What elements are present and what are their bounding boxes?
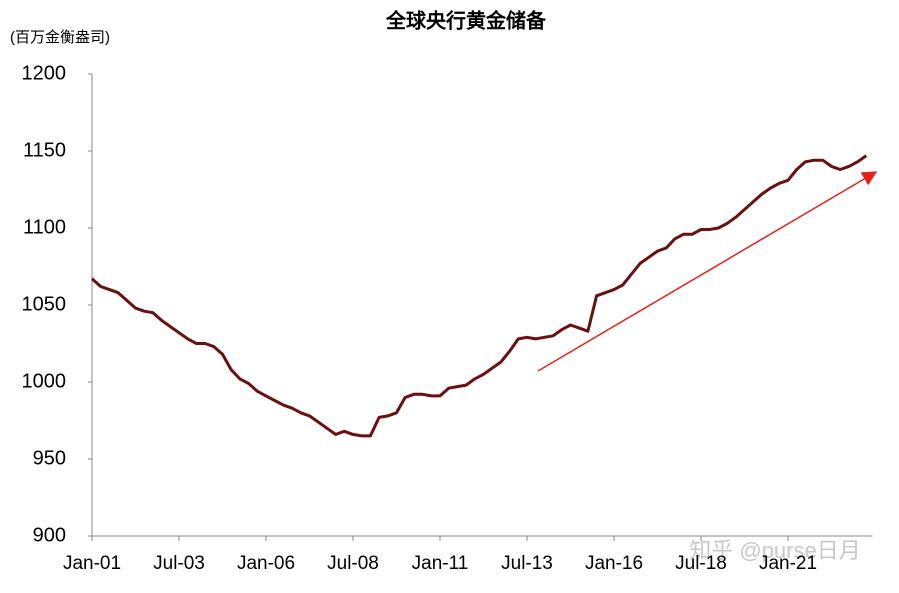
x-tick-label: Jul-13 bbox=[501, 553, 553, 574]
y-tick-label: 1200 bbox=[22, 62, 67, 84]
data-line bbox=[91, 154, 868, 438]
y-tick-label: 1000 bbox=[22, 370, 67, 392]
x-tick-label: Jul-03 bbox=[153, 553, 205, 574]
x-tick-label: Jul-18 bbox=[675, 553, 727, 574]
watermark: 知乎 @purse日月 bbox=[689, 538, 860, 563]
y-tick-label: 900 bbox=[33, 524, 66, 546]
x-tick-label: Jan-01 bbox=[63, 553, 121, 574]
y-tick-label: 1150 bbox=[23, 139, 66, 161]
x-tick-label: Jul-08 bbox=[327, 553, 379, 574]
x-tick-label: Jan-21 bbox=[759, 553, 817, 574]
trend-arrow bbox=[537, 171, 878, 372]
y-tick-label: 950 bbox=[33, 447, 66, 469]
y-tick-label: 1100 bbox=[23, 216, 66, 238]
y-axis-label: (百万金衡盎司) bbox=[10, 29, 110, 46]
y-tick-label: 1050 bbox=[22, 293, 67, 315]
x-tick-label: Jan-16 bbox=[585, 553, 643, 574]
x-tick-label: Jan-11 bbox=[412, 553, 469, 574]
chart-title: 全球央行黄金储备 bbox=[385, 8, 547, 32]
x-tick-label: Jan-06 bbox=[237, 553, 295, 574]
